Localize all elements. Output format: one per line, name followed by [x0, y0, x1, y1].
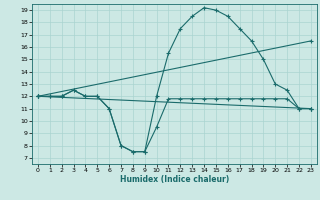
X-axis label: Humidex (Indice chaleur): Humidex (Indice chaleur): [120, 175, 229, 184]
